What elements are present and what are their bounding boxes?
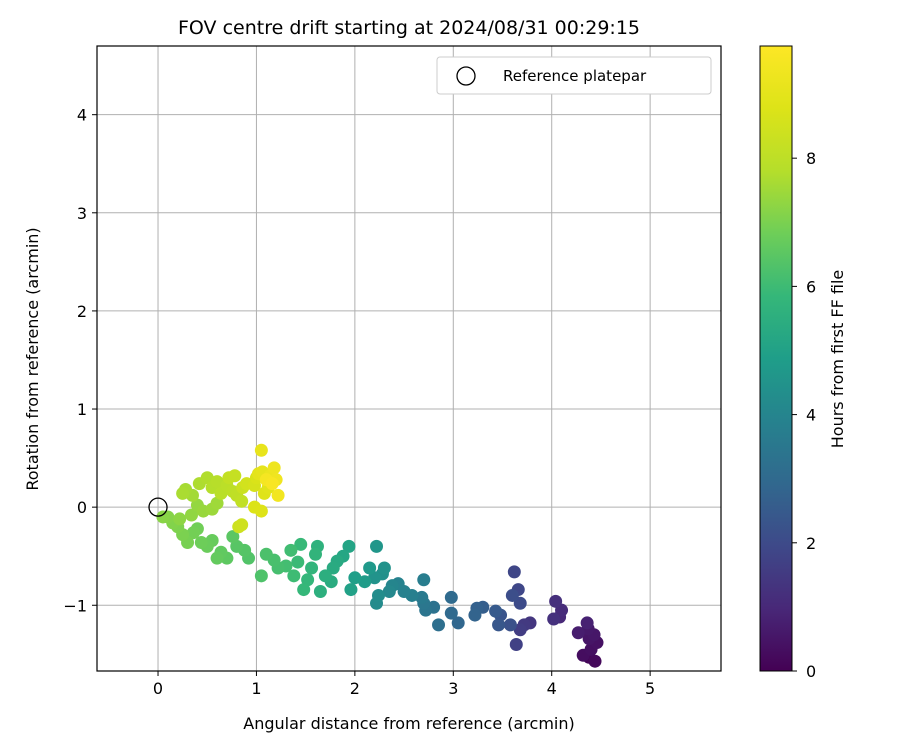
data-point	[305, 561, 319, 575]
colorbar-label: Hours from first FF file	[828, 270, 847, 449]
data-point	[382, 585, 396, 599]
data-point	[415, 590, 429, 604]
reference-point-icon	[148, 497, 168, 517]
data-point	[371, 588, 385, 602]
data-point	[492, 618, 506, 632]
y-tick-label: 2	[77, 302, 87, 321]
x-axis-label: Angular distance from reference (arcmin)	[243, 714, 574, 733]
data-point	[588, 654, 602, 668]
colorbar-tick-label: 6	[806, 277, 816, 296]
x-tick-label: 4	[547, 679, 557, 698]
colorbar-tick-label: 2	[806, 534, 816, 553]
x-tick-label: 0	[153, 679, 163, 698]
colorbar-tick-label: 4	[806, 406, 816, 425]
data-point	[265, 477, 279, 491]
data-point	[210, 496, 224, 510]
data-point	[505, 588, 519, 602]
x-tick-label: 3	[448, 679, 458, 698]
y-tick-label: 4	[77, 106, 87, 125]
y-axis-label: Rotation from reference (arcmin)	[23, 227, 42, 490]
legend-box	[436, 56, 712, 95]
colorbar-tick-label: 0	[806, 662, 816, 681]
data-point	[156, 510, 170, 524]
legend-marker-icon	[456, 66, 476, 86]
x-tick-label: 5	[645, 679, 655, 698]
data-point	[513, 596, 527, 610]
colorbar-tick-label: 8	[806, 149, 816, 168]
data-point	[342, 539, 356, 553]
y-tick-label: 1	[77, 400, 87, 419]
data-point	[308, 547, 322, 561]
data-point	[200, 471, 214, 485]
chart-title: FOV centre drift starting at 2024/08/31 …	[178, 17, 640, 39]
data-point	[259, 547, 273, 561]
data-point	[580, 616, 594, 630]
scatter-points	[156, 443, 604, 668]
data-point	[301, 573, 315, 587]
data-point	[444, 606, 458, 620]
data-point	[358, 575, 372, 589]
data-point	[368, 571, 382, 585]
legend: Reference platepar	[436, 56, 712, 95]
data-point	[513, 623, 527, 637]
data-point	[226, 530, 240, 544]
colorbar-gradient	[759, 45, 793, 672]
data-point	[230, 539, 244, 553]
data-point	[468, 608, 482, 622]
data-point	[507, 565, 521, 579]
data-point	[267, 461, 281, 475]
data-point	[444, 590, 458, 604]
data-point	[235, 518, 249, 532]
data-point	[318, 569, 332, 583]
data-point	[313, 585, 327, 599]
data-point	[503, 618, 517, 632]
data-point	[370, 539, 384, 553]
colorbar: 0 2 4 6 8 Hours from first FF file	[759, 45, 847, 681]
legend-label: Reference platepar	[503, 67, 647, 85]
data-point	[184, 508, 198, 522]
data-point	[254, 443, 268, 457]
data-point	[377, 561, 391, 575]
data-point	[344, 583, 358, 597]
data-point	[194, 535, 208, 549]
data-point	[547, 612, 561, 626]
y-tick-label: 0	[77, 498, 87, 517]
colorbar-ticks: 0 2 4 6 8	[792, 149, 816, 681]
data-point	[210, 475, 224, 489]
data-point	[326, 561, 340, 575]
data-point	[348, 571, 362, 585]
data-point	[297, 583, 311, 597]
x-tick-label: 1	[251, 679, 261, 698]
data-point	[451, 616, 465, 630]
data-point	[254, 569, 268, 583]
plot-frame	[96, 45, 722, 672]
reference-marker	[148, 497, 168, 517]
x-axis-ticks: 0 1 2 3 4 5	[153, 671, 655, 698]
y-axis-ticks: −1 0 1 2 3 4	[63, 106, 97, 615]
data-point	[417, 573, 431, 587]
data-point	[287, 569, 301, 583]
data-point	[291, 555, 305, 569]
data-point	[173, 512, 187, 526]
data-point	[271, 488, 285, 502]
data-point	[228, 469, 242, 483]
grid-lines	[97, 46, 721, 671]
data-point	[363, 561, 377, 575]
data-point	[294, 537, 308, 551]
y-tick-label: −1	[63, 596, 87, 615]
data-point	[571, 626, 585, 640]
data-point	[549, 594, 563, 608]
data-point	[235, 494, 249, 508]
data-point	[489, 604, 503, 618]
data-point	[176, 486, 190, 500]
data-point	[509, 638, 523, 652]
x-tick-label: 2	[350, 679, 360, 698]
data-point	[254, 504, 268, 518]
data-point	[432, 618, 446, 632]
data-point	[186, 526, 200, 540]
y-tick-label: 3	[77, 204, 87, 223]
data-point	[284, 543, 298, 557]
data-point	[210, 551, 224, 565]
